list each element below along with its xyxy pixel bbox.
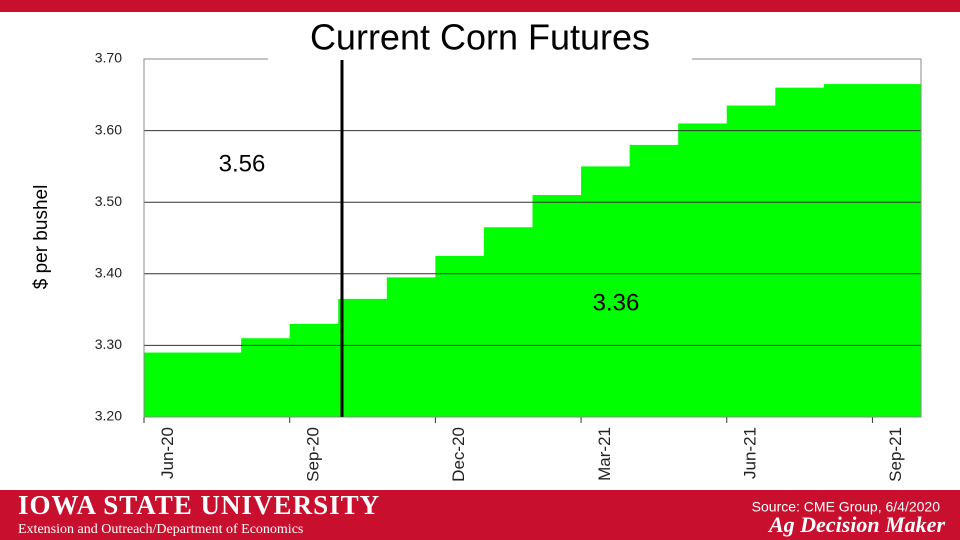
step-bar <box>144 352 194 417</box>
y-tick-label: 3.40 <box>95 265 122 281</box>
chart-title: Current Corn Futures <box>310 17 650 58</box>
y-tick-label: 3.50 <box>95 193 122 209</box>
step-bar <box>338 298 388 417</box>
y-tick-label: 3.60 <box>95 121 122 137</box>
step-bar <box>872 84 922 417</box>
step-bar <box>241 338 291 417</box>
step-bar <box>532 195 582 417</box>
y-axis-label: $ per bushel <box>31 185 52 290</box>
step-bar <box>823 84 873 417</box>
step-bar <box>483 227 533 417</box>
title-bg <box>268 16 692 60</box>
y-tick-label: 3.70 <box>95 50 122 66</box>
y-tick-label: 3.30 <box>95 336 122 352</box>
step-bar <box>581 166 631 417</box>
university-name: Iowa State University <box>18 490 380 520</box>
x-tick-label: Sep-20 <box>303 427 322 482</box>
plot: 3.20 3.30 3.40 3.50 3.60 3.70 Jun-20 Sep-20 Dec-… <box>95 50 922 482</box>
step-bar <box>192 352 242 417</box>
source: Source: CME Group, 6/4/2020 <box>752 499 941 515</box>
x-tick-label: Jun-21 <box>741 427 760 479</box>
brand: Ag Decision Maker <box>767 512 945 537</box>
step-bar <box>435 255 485 417</box>
step-bar <box>726 105 776 417</box>
step-bar <box>629 144 679 418</box>
step-bar <box>775 87 825 417</box>
x-tick-label: Mar-21 <box>595 427 614 481</box>
step-bar <box>678 123 728 417</box>
annotation: 3.56 <box>219 150 266 177</box>
top-bar <box>0 0 960 12</box>
annotation: 3.36 <box>593 289 640 316</box>
department: Extension and Outreach/Department of Eco… <box>18 522 303 537</box>
x-tick-label: Jun-20 <box>158 427 177 479</box>
y-tick-label: 3.20 <box>95 408 122 424</box>
x-tick-label: Dec-20 <box>449 427 468 482</box>
step-bar <box>386 277 436 417</box>
step-bar <box>289 323 339 417</box>
x-tick-label: Sep-21 <box>886 427 905 482</box>
footer-bar <box>0 490 960 540</box>
